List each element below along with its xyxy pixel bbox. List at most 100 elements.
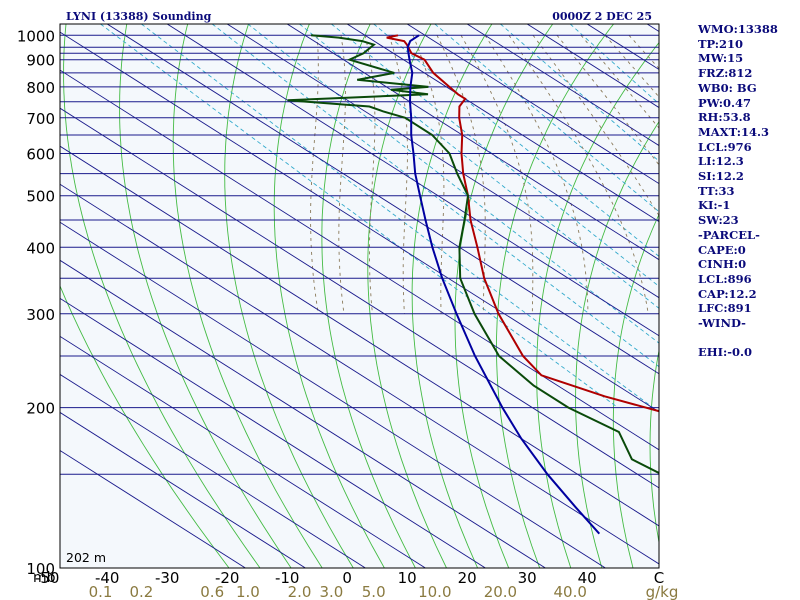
index-item: LCL:896 xyxy=(698,271,752,286)
index-item: CAPE:0 xyxy=(698,242,746,257)
index-item: CAP:12.2 xyxy=(698,286,757,301)
isotherm-line xyxy=(60,259,546,568)
moist-adiabat xyxy=(388,35,408,314)
index-item: CINH:0 xyxy=(698,257,747,272)
mixing-ratio-labels: 0.1 0.2 0.6 1.0 2.0 3.0 5.0 10.0 20.0 40.0 g/kg xyxy=(89,583,679,600)
mixing-ratio-label: 0.1 xyxy=(89,583,113,600)
isotherm-line xyxy=(226,24,659,299)
isotherm-line xyxy=(60,69,659,451)
isotherm-line xyxy=(60,297,486,568)
moist-adiabat xyxy=(532,35,659,217)
dry-adiabat xyxy=(172,24,323,568)
temperature-tick-label: -10 xyxy=(275,569,300,587)
index-item: FRZ:812 xyxy=(698,66,753,81)
pressure-tick-label: 500 xyxy=(26,188,55,206)
index-item: WB0: BG xyxy=(698,80,757,95)
mixing-ratio-label: 20.0 xyxy=(484,583,517,600)
ehi-item: EHI:-0.0 xyxy=(698,345,753,360)
pressure-tick-label: 700 xyxy=(26,110,55,128)
temperature-tick-label: C xyxy=(654,569,664,587)
index-item: SW:23 xyxy=(698,213,739,228)
temperature-tick-label: -50 xyxy=(35,569,60,587)
index-item: SI:12.2 xyxy=(698,169,744,184)
mixing-ratio-label: 10.0 xyxy=(418,583,451,600)
isotherm-line xyxy=(60,449,246,568)
index-item: KI:-1 xyxy=(698,198,731,213)
mixing-ratio-line xyxy=(100,24,619,408)
pressure-tick-label: 600 xyxy=(26,146,55,164)
sounding-traces xyxy=(287,34,659,535)
mixing-ratio-label: 40.0 xyxy=(553,583,586,600)
dry-adiabat xyxy=(60,284,230,568)
temperature-trace xyxy=(386,34,659,413)
grid-lines xyxy=(60,24,659,568)
temperature-tick-label: -30 xyxy=(155,569,180,587)
temperature-tick-label: 0 xyxy=(342,569,352,587)
mixing-ratio-label: g/kg xyxy=(646,583,679,600)
pressure-tick-label: 800 xyxy=(26,79,55,97)
mixing-ratio-label: 3.0 xyxy=(319,583,343,600)
pressure-tick-label: 400 xyxy=(26,239,55,257)
temperature-tick-label: -20 xyxy=(215,569,240,587)
sounding-indices-panel: WMO:13388 TP:210 MW:15 FRZ:812 WB0: BG PW:0.4… xyxy=(698,22,798,360)
dry-adiabat xyxy=(63,24,261,568)
index-item: LI:12.3 xyxy=(698,154,744,169)
mixing-ratio-label: 5.0 xyxy=(362,583,386,600)
pressure-unit-label: mb xyxy=(33,570,56,586)
mixing-ratio-label: 1.0 xyxy=(236,583,260,600)
mixing-ratio-label: 0.2 xyxy=(129,583,153,600)
index-item: -WIND- xyxy=(698,316,746,331)
isotherm-line xyxy=(466,24,659,147)
station-title: LYNI (13388) Sounding xyxy=(66,10,212,23)
mixing-ratio-line xyxy=(434,24,659,213)
plot-frame xyxy=(59,23,660,569)
index-item: TT:33 xyxy=(698,183,735,198)
moist-adiabat xyxy=(412,35,445,314)
isotherm-line xyxy=(60,221,606,568)
isotherm-line xyxy=(60,107,659,489)
pressure-tick-label: 200 xyxy=(26,400,55,418)
dry-adiabat xyxy=(411,24,493,568)
index-item: LCL:976 xyxy=(698,139,752,154)
isotherm-line xyxy=(60,145,659,527)
index-item: MAXT:14.3 xyxy=(698,124,769,139)
elevation-label: 202 m xyxy=(66,550,106,565)
mixing-ratio-line xyxy=(500,24,659,162)
index-item: MW:15 xyxy=(698,51,744,66)
dry-adiabat xyxy=(119,24,292,568)
isotherm-line xyxy=(60,411,306,568)
dry-adiabat xyxy=(224,24,354,568)
pressure-tick-labels: 100 200 300 400 500 600 700 800 900 1000 xyxy=(17,27,55,578)
pressure-tick-label: 300 xyxy=(26,306,55,324)
isotherm-line xyxy=(166,24,659,337)
mixing-ratio-line xyxy=(211,24,659,368)
mixing-ratio-line xyxy=(299,24,659,309)
index-item: RH:53.8 xyxy=(698,110,751,125)
dry-adiabat xyxy=(575,120,659,568)
pressure-tick-label: 900 xyxy=(26,52,55,70)
mixing-ratio-line xyxy=(141,24,654,408)
spacer xyxy=(698,331,798,346)
temperature-tick-label: 20 xyxy=(458,569,477,587)
isotherm-line xyxy=(406,24,659,185)
plot-background xyxy=(60,24,659,568)
mixing-ratio-line xyxy=(331,24,659,287)
temperature-tick-label: 10 xyxy=(398,569,417,587)
mixing-ratio-line xyxy=(569,24,659,105)
dry-adiabat xyxy=(536,41,659,568)
index-item: LFC:891 xyxy=(698,301,752,316)
pressure-tick-label: 1000 xyxy=(17,27,55,45)
temperature-tick-label: -40 xyxy=(95,569,120,587)
time-label: 0000Z 2 DEC 25 xyxy=(552,10,652,23)
mixing-ratio-line xyxy=(247,24,659,344)
index-item: WMO:13388 xyxy=(698,22,778,36)
mixing-ratio-label: 2.0 xyxy=(288,583,312,600)
dry-adiabat xyxy=(273,24,385,568)
index-item: -PARCEL- xyxy=(698,227,760,242)
dewpoint-trace xyxy=(287,34,659,475)
isotherm-line xyxy=(60,183,659,565)
isotherm-line xyxy=(60,31,659,413)
pressure-tick-label: 100 xyxy=(26,560,55,578)
temperature-tick-labels: -50 -40 -30 -20 -10 0 10 20 30 40 C xyxy=(35,569,664,587)
